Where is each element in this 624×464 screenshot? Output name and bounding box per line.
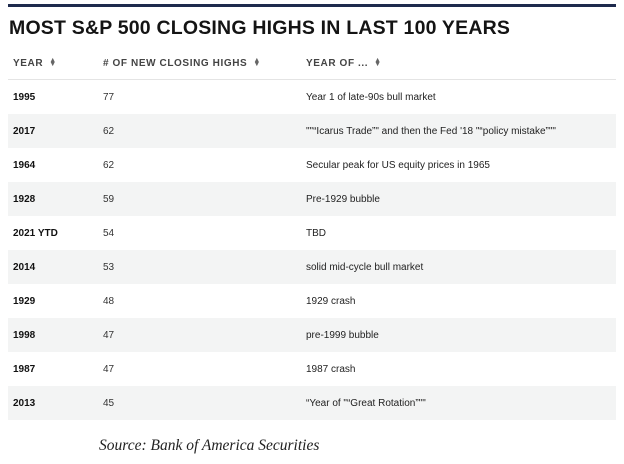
- table-row: 1987 47 1987 crash: [8, 352, 616, 386]
- cell-note: ""“Icarus Trade”" and then the Fed '18 "…: [306, 125, 556, 137]
- cell-note: 1987 crash: [306, 363, 356, 375]
- table-row: 2013 45 “Year of "“Great Rotation”"": [8, 386, 616, 420]
- cell-year: 1998: [13, 329, 36, 341]
- column-header-year-of[interactable]: YEAR OF ... ▲ ▼: [303, 56, 616, 69]
- cell-year: 1928: [13, 193, 36, 205]
- page-title: MOST S&P 500 CLOSING HIGHS IN LAST 100 Y…: [9, 17, 511, 39]
- column-header-highs[interactable]: # OF NEW CLOSING HIGHS ▲ ▼: [99, 56, 303, 69]
- cell-note: Secular peak for US equity prices in 196…: [306, 159, 490, 171]
- column-header-label: YEAR OF ...: [306, 57, 369, 69]
- closing-highs-table: YEAR ▲ ▼ # OF NEW CLOSING HIGHS ▲ ▼ YEAR OF …: [8, 47, 616, 420]
- cell-highs: 77: [103, 91, 115, 103]
- cell-year: 1987: [13, 363, 36, 375]
- sort-icon[interactable]: ▲ ▼: [253, 56, 261, 68]
- table-row: 1929 48 1929 crash: [8, 284, 616, 318]
- sort-icon[interactable]: ▲ ▼: [49, 56, 57, 68]
- cell-highs: 47: [103, 363, 115, 375]
- cell-year: 2013: [13, 397, 36, 409]
- cell-highs: 45: [103, 397, 115, 409]
- cell-year: 2014: [13, 261, 36, 273]
- table-row: 1928 59 Pre-1929 bubble: [8, 182, 616, 216]
- cell-highs: 62: [103, 125, 115, 137]
- cell-note: TBD: [306, 227, 326, 239]
- cell-year: 2017: [13, 125, 36, 137]
- cell-note: Pre-1929 bubble: [306, 193, 380, 205]
- cell-highs: 53: [103, 261, 115, 273]
- table-row: 1964 62 Secular peak for US equity price…: [8, 148, 616, 182]
- cell-year: 1995: [13, 91, 36, 103]
- table-row: 2014 53 solid mid-cycle bull market: [8, 250, 616, 284]
- table-row: 2021 YTD 54 TBD: [8, 216, 616, 250]
- table-header: YEAR ▲ ▼ # OF NEW CLOSING HIGHS ▲ ▼ YEAR OF …: [8, 47, 616, 80]
- cell-note: “Year of "“Great Rotation”"": [306, 397, 426, 409]
- cell-highs: 59: [103, 193, 115, 205]
- title-accent-bar: [8, 4, 616, 7]
- cell-highs: 47: [103, 329, 115, 341]
- cell-highs: 54: [103, 227, 115, 239]
- cell-note: pre-1999 bubble: [306, 329, 379, 341]
- cell-highs: 62: [103, 159, 115, 171]
- cell-year: 1964: [13, 159, 36, 171]
- table-row: 2017 62 ""“Icarus Trade”" and then the F…: [8, 114, 616, 148]
- table-row: 1998 47 pre-1999 bubble: [8, 318, 616, 352]
- cell-note: Year 1 of late-90s bull market: [306, 91, 436, 103]
- cell-year: 1929: [13, 295, 36, 307]
- table-row: 1995 77 Year 1 of late-90s bull market: [8, 80, 616, 114]
- cell-note: solid mid-cycle bull market: [306, 261, 424, 273]
- column-header-label: YEAR: [13, 57, 44, 69]
- sort-icon[interactable]: ▲ ▼: [374, 56, 382, 68]
- source-caption: Source: Bank of America Securities: [99, 437, 320, 454]
- cell-highs: 48: [103, 295, 115, 307]
- column-header-label: # OF NEW CLOSING HIGHS: [103, 57, 248, 69]
- cell-year: 2021 YTD: [13, 227, 58, 239]
- cell-note: 1929 crash: [306, 295, 356, 307]
- column-header-year[interactable]: YEAR ▲ ▼: [8, 56, 99, 69]
